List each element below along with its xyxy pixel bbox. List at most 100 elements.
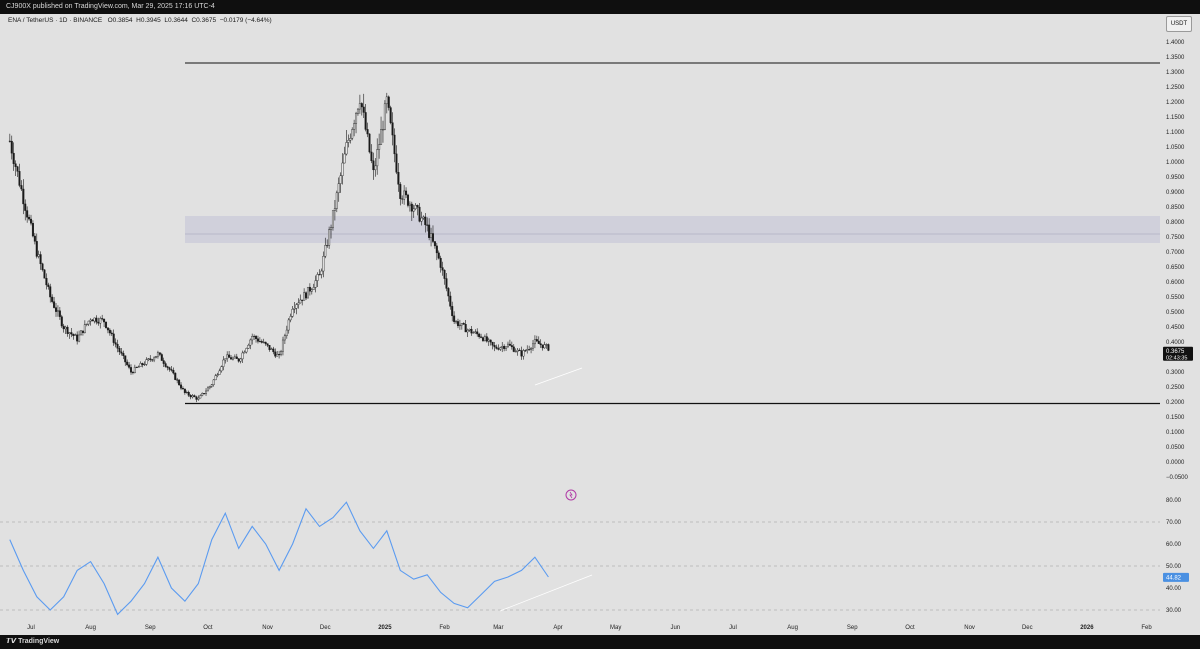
candle-body xyxy=(85,323,88,325)
low-value: L0.3644 xyxy=(164,17,188,24)
candle-body xyxy=(280,351,283,355)
candle-body xyxy=(547,344,550,351)
candle-body xyxy=(28,217,31,220)
candle-body xyxy=(303,292,306,301)
candle-body xyxy=(491,341,494,346)
candle-body xyxy=(522,350,525,357)
candle-body xyxy=(524,350,527,352)
candle-body xyxy=(156,352,159,357)
candle-body xyxy=(385,96,388,105)
candle-body xyxy=(247,344,250,349)
candle-body xyxy=(60,316,63,327)
candle-body xyxy=(505,346,508,349)
price-tick-label: 1.1500 xyxy=(1166,115,1185,121)
price-trendline[interactable] xyxy=(534,367,583,386)
last-price-text: 0.3675 xyxy=(1166,349,1185,355)
candle-body xyxy=(83,324,86,333)
candle-body xyxy=(503,346,506,349)
time-tick-label: Oct xyxy=(203,625,213,631)
candle-body xyxy=(95,317,98,323)
candle-body xyxy=(43,269,46,279)
candle-body xyxy=(176,379,179,381)
candle-body xyxy=(445,278,448,289)
price-tick-label: 0.7500 xyxy=(1166,235,1185,241)
price-tick-label: 0.8000 xyxy=(1166,220,1185,226)
candle-body xyxy=(331,210,334,228)
candle-body xyxy=(362,106,365,113)
candle-body xyxy=(526,349,529,351)
candle-body xyxy=(197,397,200,400)
candle-body xyxy=(222,359,225,367)
candle-body xyxy=(345,142,348,155)
candle-body xyxy=(289,316,292,321)
candle-body xyxy=(441,267,444,271)
candle-body xyxy=(114,342,117,345)
candle-body xyxy=(81,330,84,333)
candle-body xyxy=(355,113,358,124)
candle-body xyxy=(510,345,513,348)
candle-body xyxy=(93,317,96,322)
price-tick-label: 0.6000 xyxy=(1166,280,1185,286)
replay-icon[interactable] xyxy=(565,489,577,501)
price-tick-label: 0.3000 xyxy=(1166,370,1185,376)
rsi-axis[interactable]: 80.00 70.00 60.00 50.00 40.00 30.00 xyxy=(1166,498,1182,614)
candle-body xyxy=(276,354,279,357)
candle-body xyxy=(47,284,50,287)
candle-body xyxy=(378,144,381,150)
time-tick-label: Feb xyxy=(1141,625,1152,631)
candle-body xyxy=(141,363,144,366)
candle-body xyxy=(218,370,221,375)
rsi-trendline[interactable] xyxy=(499,574,593,612)
candle-body xyxy=(322,256,325,272)
candle-body xyxy=(180,384,183,389)
candle-body xyxy=(380,129,383,145)
time-axis[interactable]: Jul Aug Sep Oct Nov Dec 2025 Feb Mar Apr May Jun Jul… xyxy=(27,625,1152,631)
candle-body xyxy=(33,235,36,242)
candle-body xyxy=(326,245,329,247)
candle-body xyxy=(281,339,284,352)
price-tick-label: 1.2000 xyxy=(1166,100,1185,106)
candle-body xyxy=(539,343,542,346)
candle-body xyxy=(101,318,104,320)
time-tick-label: Sep xyxy=(145,625,156,631)
candle-body xyxy=(389,107,392,123)
candle-body xyxy=(316,274,319,281)
candle-body xyxy=(295,304,298,309)
chart-svg[interactable]: 1.4000 1.3500 1.3000 1.2500 1.2000 1.1500 1.10… xyxy=(0,14,1200,635)
candle-body xyxy=(214,375,217,381)
candle-body xyxy=(328,229,331,246)
candle-body xyxy=(285,329,288,336)
candle-body xyxy=(483,336,486,341)
candle-body xyxy=(89,319,92,322)
price-tick-label: 1.1000 xyxy=(1166,130,1185,136)
price-axis[interactable]: 1.4000 1.3500 1.3000 1.2500 1.2000 1.1500 1.10… xyxy=(1166,40,1189,481)
candle-body xyxy=(116,343,119,349)
candle-body xyxy=(185,391,188,393)
symbol-name[interactable]: ENA / TetherUS · 1D · BINANCE xyxy=(8,17,103,24)
candle-body xyxy=(335,192,338,209)
candle-body xyxy=(493,345,496,348)
candle-body xyxy=(337,183,340,194)
candle-body xyxy=(226,354,229,359)
candle-body xyxy=(349,138,352,141)
tradingview-logo[interactable]: 𝙏𝙑 TradingView xyxy=(6,638,60,645)
candle-body xyxy=(193,395,196,398)
candle-body xyxy=(381,129,384,131)
candle-body xyxy=(235,356,238,359)
candle-body xyxy=(406,194,409,206)
tradingview-footer: 𝙏𝙑 TradingView xyxy=(0,635,1200,649)
candle-body xyxy=(62,325,65,330)
candle-body xyxy=(108,329,111,334)
candle-body xyxy=(164,363,167,367)
candle-body xyxy=(339,175,342,184)
currency-button[interactable]: USDT xyxy=(1166,16,1192,32)
candle-body xyxy=(199,395,202,399)
candle-body xyxy=(512,346,515,352)
candle-body xyxy=(416,205,419,208)
candle-body xyxy=(341,162,344,176)
candle-body xyxy=(270,348,273,350)
candle-body xyxy=(460,323,463,326)
candle-body xyxy=(78,334,81,342)
candle-body xyxy=(118,348,121,353)
candle-body xyxy=(372,160,375,171)
